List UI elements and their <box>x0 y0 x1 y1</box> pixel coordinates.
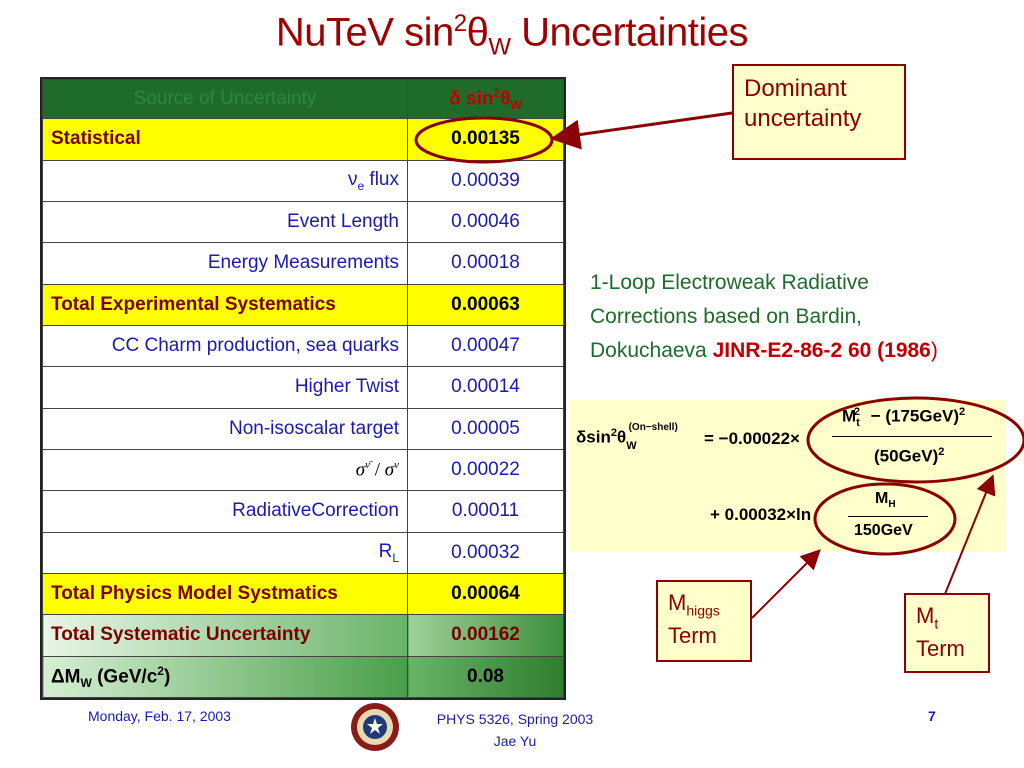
mhiggs-arrow <box>751 549 821 619</box>
row-value: 0.00135 <box>407 118 564 161</box>
table-row: Higher Twist 0.00014 <box>42 366 564 409</box>
row-value: 0.00018 <box>407 242 564 285</box>
row-value: 0.00039 <box>407 159 564 202</box>
text-line: 1-Loop Electroweak Radiative <box>590 271 869 294</box>
header-value: δ sin2θW <box>407 78 564 120</box>
table-row: Energy Measurements 0.00018 <box>42 242 564 285</box>
row-label: Statistical <box>42 118 408 161</box>
row-value: 0.00011 <box>407 490 564 533</box>
callout-line: Mt <box>916 603 939 632</box>
formula-lhs: δsin2θW(On−shell) <box>576 422 678 453</box>
row-value: 0.00022 <box>407 448 564 492</box>
formula-numerator: Mt2 − (175GeV)2 <box>842 406 966 430</box>
table-row: νe flux 0.00039 <box>42 159 564 202</box>
dominant-arrow <box>550 111 733 150</box>
title-text: NuTeV sin <box>275 10 454 55</box>
row-label: RadiativeCorrection <box>42 490 408 533</box>
table-row: Event Length 0.00046 <box>42 200 564 244</box>
row-label: ΔMW (GeV/c2) <box>42 655 408 699</box>
row-label: Event Length <box>42 200 408 244</box>
mhiggs-term-callout: Mhiggs Term <box>656 580 752 662</box>
row-label: CC Charm production, sea quarks <box>42 324 408 368</box>
callout-line: Term <box>668 623 717 649</box>
row-label: Total Experimental Systematics <box>42 283 408 326</box>
table-row: Statistical 0.00135 <box>42 118 564 161</box>
table-row: RadiativeCorrection 0.00011 <box>42 490 564 533</box>
table-row: Total Experimental Systematics 0.00063 <box>42 283 564 326</box>
mt-term-callout: Mt Term <box>904 593 990 673</box>
title-sup: 2 <box>453 10 467 37</box>
row-value: 0.00014 <box>407 366 564 409</box>
formula-box: δsin2θW(On−shell) = −0.00022× Mt2 − (175… <box>570 400 1006 552</box>
callout-line: Dominant <box>744 75 847 102</box>
row-label: Higher Twist <box>42 366 408 409</box>
row-label: σν̄ / σν <box>42 448 408 492</box>
row-value: 0.00064 <box>407 572 564 616</box>
row-value: 0.00162 <box>407 614 564 657</box>
table-header-row: Source of Uncertainty δ sin2θW <box>42 78 564 120</box>
footer-course: PHYS 5326, Spring 2003 Jae Yu <box>415 708 615 752</box>
row-value: 0.00032 <box>407 531 564 574</box>
formula-coef1: = −0.00022× <box>704 429 800 448</box>
footer-date: Monday, Feb. 17, 2003 <box>88 708 231 724</box>
table-row: Total Physics Model Systmatics 0.00064 <box>42 572 564 616</box>
ln-numerator: MH <box>875 490 896 511</box>
fraction-bar <box>848 516 928 517</box>
formula-denominator: (50GeV)2 <box>874 446 945 466</box>
row-label: RL <box>42 531 408 574</box>
row-value: 0.08 <box>407 655 564 699</box>
row-value: 0.00005 <box>407 407 564 450</box>
table-row: CC Charm production, sea quarks 0.00047 <box>42 324 564 368</box>
page-number: 7 <box>928 708 936 724</box>
author-name: Jae Yu <box>493 733 537 749</box>
table-row: ΔMW (GeV/c2) 0.08 <box>42 655 564 699</box>
course-name: PHYS 5326, Spring 2003 <box>436 711 594 727</box>
row-label: Non-isoscalar target <box>42 407 408 450</box>
table-row: RL 0.00032 <box>42 531 564 574</box>
header-source: Source of Uncertainty <box>42 78 408 120</box>
callout-line: uncertainty <box>744 105 862 132</box>
uncertainty-table: Source of Uncertainty δ sin2θW Statistic… <box>40 77 566 700</box>
title-rest: Uncertainties <box>510 10 749 55</box>
title-sub: W <box>488 33 511 61</box>
table-row: σν̄ / σν 0.00022 <box>42 448 564 492</box>
dominant-uncertainty-callout: Dominant uncertainty <box>732 64 906 160</box>
row-value: 0.00046 <box>407 200 564 244</box>
text-line: Dokuchaeva JINR-E2-86-2 60 (1986) <box>590 339 938 362</box>
radiative-corrections-text: 1-Loop Electroweak Radiative Corrections… <box>590 266 1010 368</box>
fraction-bar <box>832 436 992 437</box>
row-value: 0.00063 <box>407 283 564 326</box>
row-label: Total Physics Model Systmatics <box>42 572 408 616</box>
row-label: Energy Measurements <box>42 242 408 285</box>
callout-line: Term <box>916 636 965 662</box>
callout-line: Mhiggs <box>668 590 720 619</box>
university-seal-icon <box>351 703 399 751</box>
table-row: Total Systematic Uncertainty 0.00162 <box>42 614 564 657</box>
row-value: 0.00047 <box>407 324 564 368</box>
formula-coef2: + 0.00032×ln <box>710 505 812 524</box>
table-row: Non-isoscalar target 0.00005 <box>42 407 564 450</box>
row-label: Total Systematic Uncertainty <box>42 614 408 657</box>
text-line: Corrections based on Bardin, <box>590 305 862 328</box>
row-label: νe flux <box>42 159 408 202</box>
ln-denominator: 150GeV <box>854 522 913 539</box>
slide-title: NuTeV sin2θW Uncertainties <box>0 10 1024 61</box>
title-theta: θ <box>466 10 489 55</box>
